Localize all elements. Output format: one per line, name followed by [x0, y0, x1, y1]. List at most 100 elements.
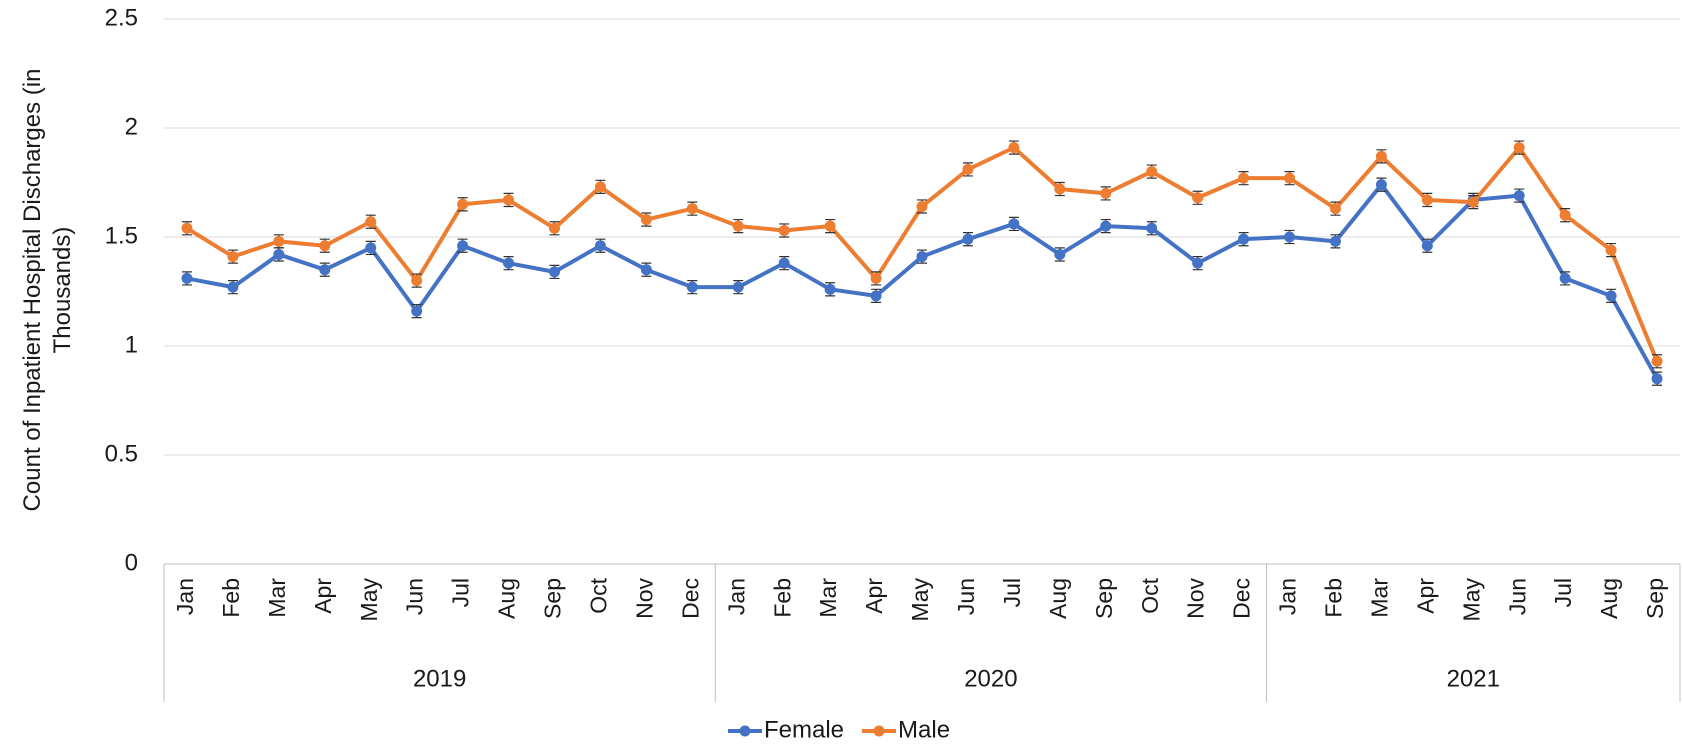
data-point — [1605, 244, 1617, 256]
data-point — [1192, 192, 1204, 204]
data-point — [1238, 233, 1250, 245]
data-point — [824, 220, 836, 232]
x-tick-label: Nov — [631, 578, 657, 619]
data-point — [273, 235, 285, 247]
x-tick-label: Jan — [723, 578, 749, 615]
data-point — [870, 290, 882, 302]
legend-label: Female — [764, 716, 844, 743]
x-tick-label: Jul — [1550, 578, 1576, 607]
x-tick-label: Jun — [402, 578, 428, 615]
data-point — [1100, 220, 1112, 232]
data-point — [1238, 172, 1250, 184]
x-group-label: 2021 — [1447, 665, 1500, 692]
data-point — [1651, 355, 1663, 367]
data-point — [457, 240, 469, 252]
data-point — [181, 272, 193, 284]
x-tick-label: Sep — [1642, 578, 1668, 619]
x-tick-label: Sep — [540, 578, 566, 619]
data-point — [319, 264, 331, 276]
data-point — [1559, 209, 1571, 221]
x-tick-label: Dec — [1229, 578, 1255, 619]
x-group-label: 2020 — [964, 665, 1017, 692]
legend-label: Male — [898, 716, 950, 743]
data-point — [457, 198, 469, 210]
data-point — [640, 264, 652, 276]
data-point — [548, 266, 560, 278]
data-point — [778, 257, 790, 269]
data-point — [1008, 218, 1020, 230]
data-point — [824, 283, 836, 295]
data-point — [1008, 142, 1020, 154]
data-point — [1651, 373, 1663, 385]
x-tick-label: Aug — [1596, 578, 1622, 619]
y-tick-label: 2.5 — [105, 4, 138, 31]
data-point — [1054, 183, 1066, 195]
x-tick-label: Oct — [1137, 577, 1163, 613]
y-tick-label: 0.5 — [105, 440, 138, 467]
x-tick-label: Dec — [677, 578, 703, 619]
data-point — [1513, 190, 1525, 202]
data-point — [1421, 240, 1433, 252]
x-tick-label: Feb — [769, 578, 795, 618]
data-point — [1146, 166, 1158, 178]
data-point — [1054, 248, 1066, 260]
data-point — [548, 222, 560, 234]
series-line — [186, 182, 1659, 380]
x-tick-label: Aug — [1045, 578, 1071, 619]
data-point — [732, 220, 744, 232]
data-point — [1421, 194, 1433, 206]
y-tick-label: 1.5 — [105, 222, 138, 249]
x-tick-label: Jun — [1504, 578, 1530, 615]
data-point — [1375, 179, 1387, 191]
legend-marker — [739, 725, 751, 737]
legend-marker — [873, 725, 885, 737]
x-tick-label: Feb — [218, 578, 244, 618]
y-tick-label: 2 — [125, 113, 138, 140]
x-tick-label: Feb — [1321, 578, 1347, 618]
data-point — [778, 224, 790, 236]
data-point — [227, 251, 239, 263]
data-point — [411, 305, 423, 317]
x-tick-label: Apr — [310, 578, 336, 614]
data-point — [319, 240, 331, 252]
x-tick-label: Jun — [953, 578, 979, 615]
data-point — [1284, 231, 1296, 243]
data-point — [1605, 290, 1617, 302]
x-tick-label: Aug — [494, 578, 520, 619]
data-point — [640, 214, 652, 226]
x-tick-label: Apr — [1412, 578, 1438, 614]
data-point — [916, 251, 928, 263]
x-tick-label: Oct — [586, 577, 612, 613]
data-point — [686, 281, 698, 293]
x-tick-label: Jan — [1275, 578, 1301, 615]
data-point — [916, 200, 928, 212]
data-point — [732, 281, 744, 293]
x-tick-label: Sep — [1091, 578, 1117, 619]
data-point — [365, 242, 377, 254]
data-point — [1375, 150, 1387, 162]
x-tick-label: Mar — [264, 578, 290, 618]
x-group-label: 2019 — [413, 665, 466, 692]
data-point — [1329, 203, 1341, 215]
data-point — [1284, 172, 1296, 184]
data-point — [594, 240, 606, 252]
x-tick-label: Nov — [1183, 578, 1209, 619]
data-point — [1467, 196, 1479, 208]
y-tick-label: 1 — [125, 331, 138, 358]
data-point — [870, 272, 882, 284]
data-point — [273, 248, 285, 260]
data-point — [686, 203, 698, 215]
data-point — [1100, 187, 1112, 199]
data-point — [365, 216, 377, 228]
data-point — [227, 281, 239, 293]
data-point — [1146, 222, 1158, 234]
x-tick-label: Apr — [861, 578, 887, 614]
x-tick-label: May — [907, 578, 933, 622]
data-point — [1559, 272, 1571, 284]
data-point — [181, 222, 193, 234]
data-point — [1513, 142, 1525, 154]
data-point — [503, 257, 515, 269]
data-point — [1192, 257, 1204, 269]
